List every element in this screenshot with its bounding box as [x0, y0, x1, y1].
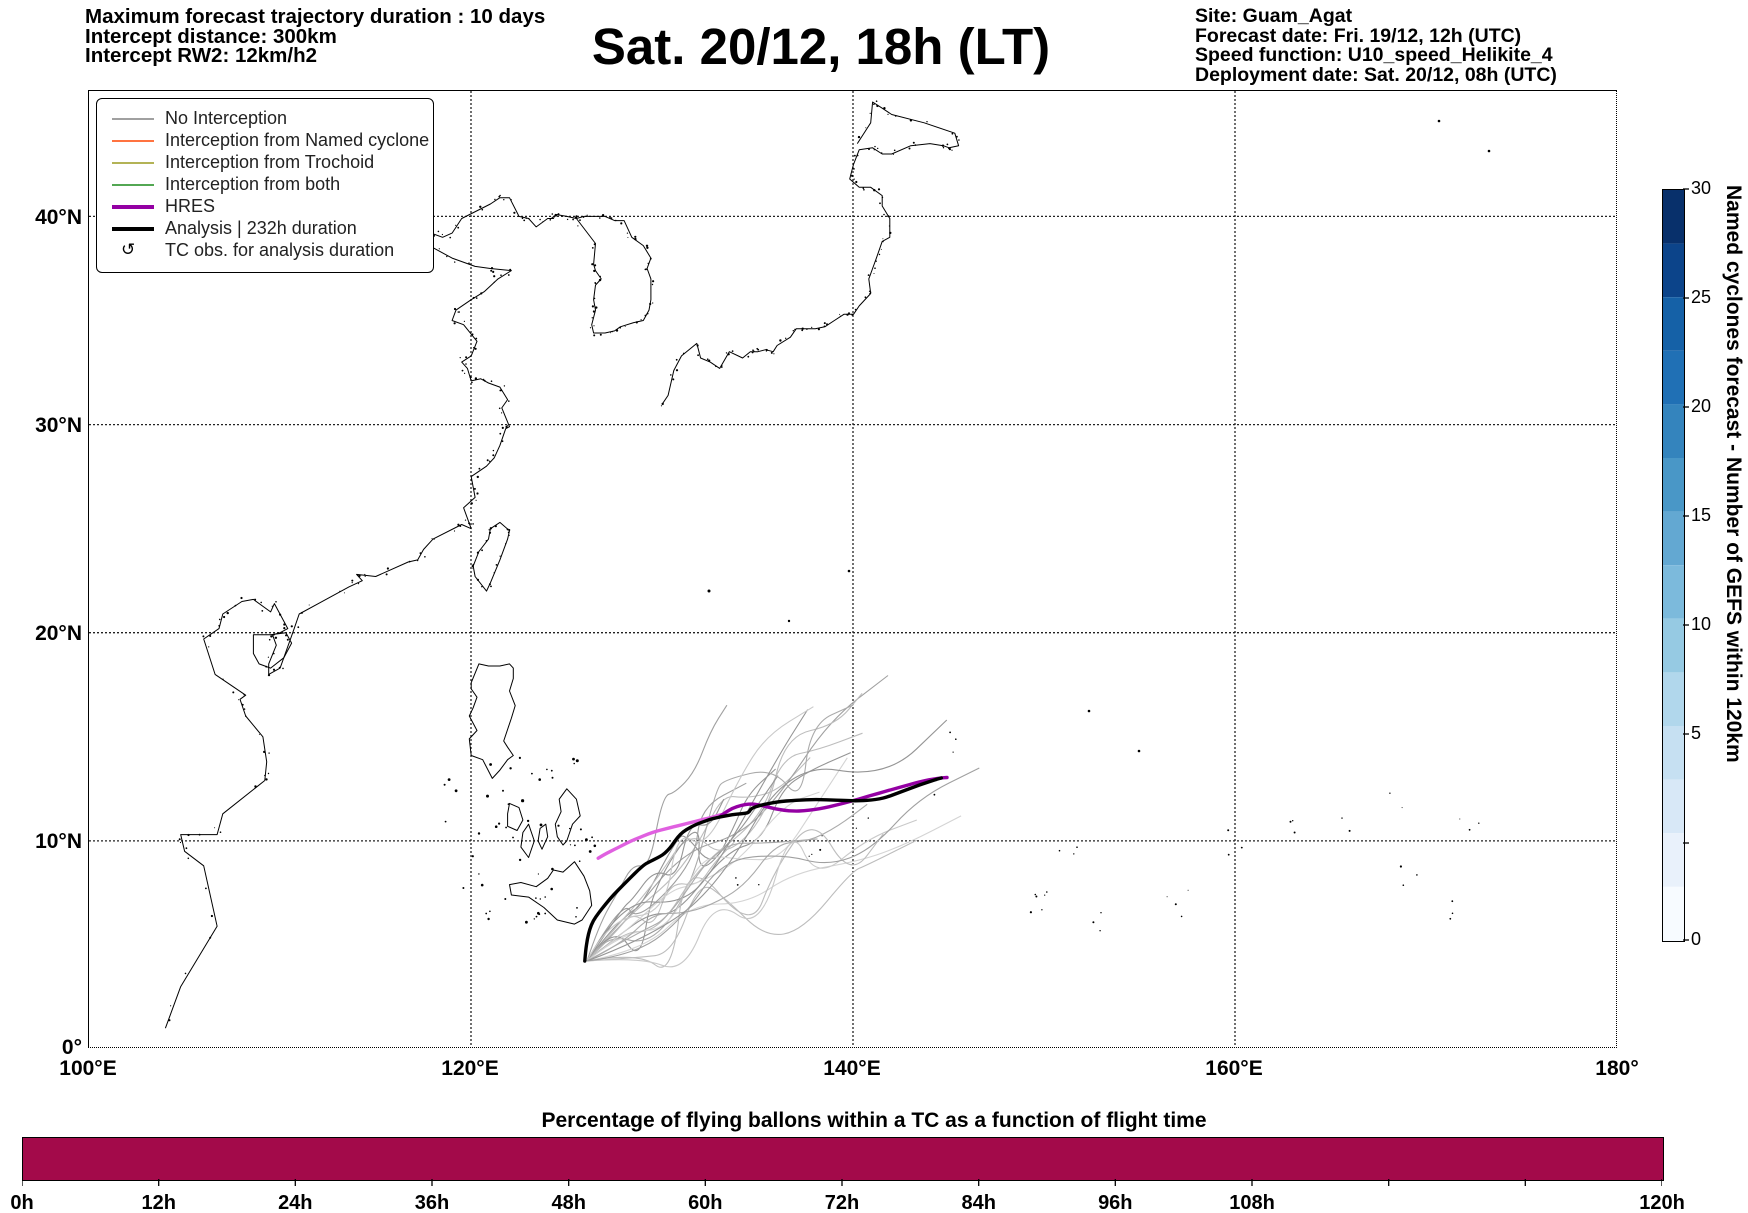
svg-text:↺: ↺ [121, 240, 135, 259]
svg-text:↺: ↺ [578, 969, 595, 991]
